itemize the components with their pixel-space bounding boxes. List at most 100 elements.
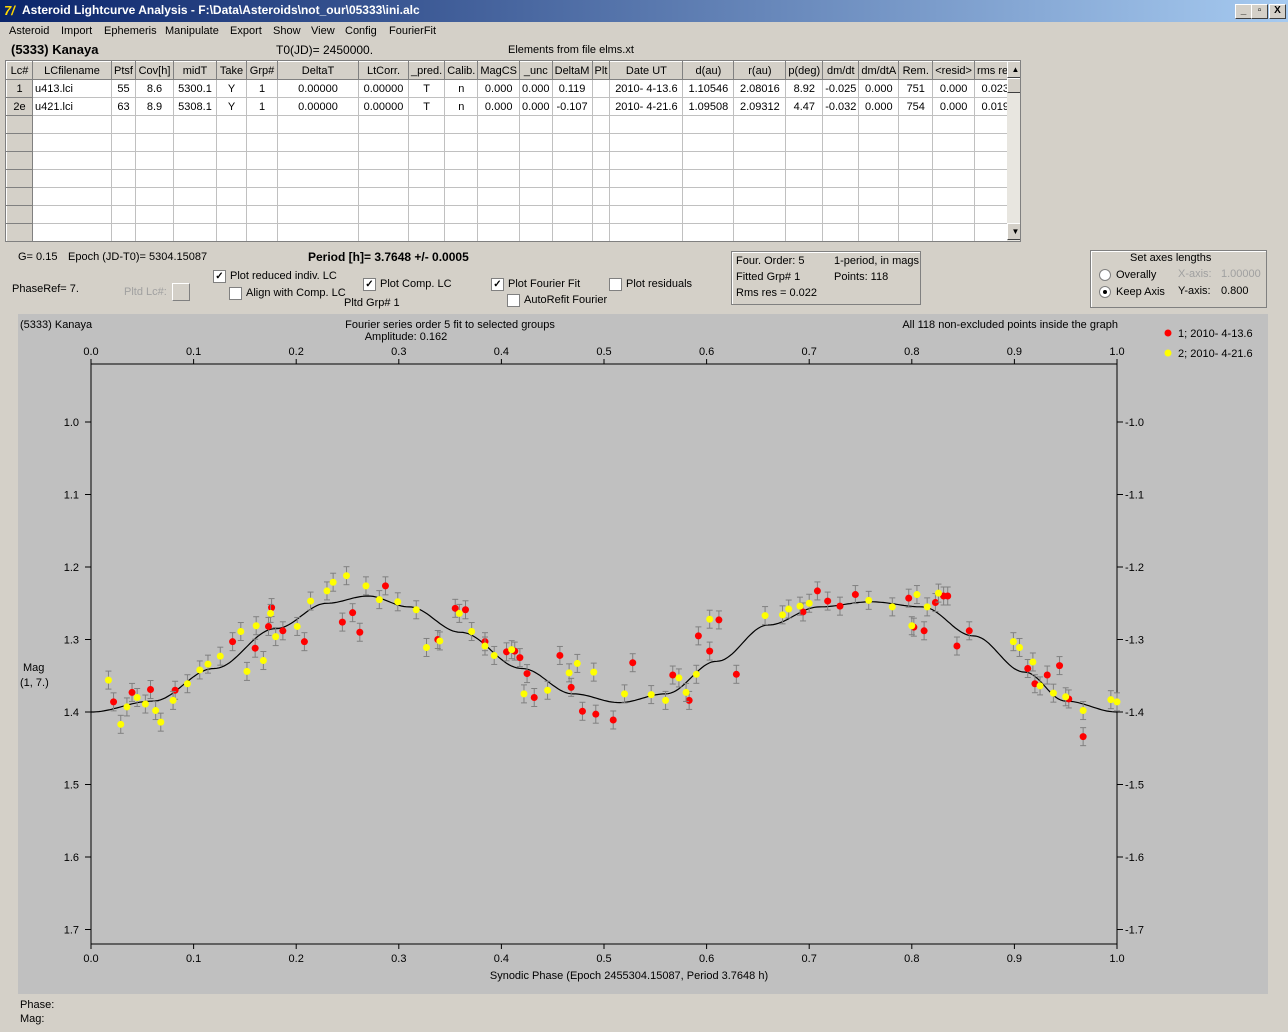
table-cell[interactable] <box>551 151 593 170</box>
table-cell[interactable] <box>519 223 553 241</box>
empty-row[interactable] <box>6 223 1017 241</box>
table-cell[interactable] <box>111 133 136 152</box>
table-cell[interactable] <box>682 115 735 134</box>
table-cell[interactable]: 0.00000 <box>277 97 359 116</box>
table-cell[interactable]: 0.000 <box>477 79 521 98</box>
table-cell[interactable] <box>111 223 136 241</box>
column-header[interactable]: _unc <box>519 61 553 80</box>
table-cell[interactable] <box>898 205 934 224</box>
table-cell[interactable] <box>111 187 136 206</box>
table-cell[interactable] <box>519 205 553 224</box>
table-cell[interactable] <box>822 151 860 170</box>
table-cell[interactable]: 2010- 4-13.6 <box>609 79 684 98</box>
table-cell[interactable] <box>733 115 787 134</box>
table-cell[interactable] <box>246 223 278 241</box>
table-cell[interactable] <box>591 205 611 224</box>
empty-row[interactable] <box>6 205 1017 224</box>
align-comp-checkbox[interactable] <box>229 287 242 300</box>
table-cell[interactable] <box>591 187 611 206</box>
table-cell[interactable] <box>135 133 174 152</box>
table-cell[interactable] <box>111 205 136 224</box>
table-cell[interactable] <box>519 169 553 188</box>
table-cell[interactable] <box>173 133 217 152</box>
table-cell[interactable] <box>277 151 359 170</box>
table-cell[interactable] <box>407 169 446 188</box>
scroll-down-button[interactable]: ▼ <box>1007 223 1020 240</box>
table-cell[interactable] <box>32 205 112 224</box>
lightcurve-grid[interactable]: Lc# LCfilename Ptsf Cov[h] midT Take Grp# Delta… <box>5 60 1021 242</box>
table-cell[interactable]: 1 <box>6 79 33 98</box>
table-cell[interactable]: 0.000 <box>477 97 521 116</box>
menu-show[interactable]: Show <box>273 25 301 37</box>
menu-asteroid[interactable]: Asteroid <box>9 25 50 37</box>
menu-fourierfit[interactable]: FourierFit <box>389 25 437 37</box>
table-cell[interactable]: 63 <box>111 97 136 116</box>
table-cell[interactable] <box>216 187 247 206</box>
column-header[interactable]: DeltaT <box>277 61 359 80</box>
table-cell[interactable] <box>246 205 278 224</box>
menu-view[interactable]: View <box>311 25 335 37</box>
table-cell[interactable] <box>477 187 521 206</box>
grid-scrollbar[interactable]: ▲ ▼ <box>1007 61 1020 241</box>
table-cell[interactable] <box>111 151 136 170</box>
table-cell[interactable] <box>682 133 735 152</box>
table-cell[interactable] <box>358 133 409 152</box>
table-cell[interactable] <box>898 169 934 188</box>
column-header[interactable]: Date UT <box>609 61 684 80</box>
table-cell[interactable] <box>591 97 611 116</box>
table-cell[interactable] <box>609 151 684 170</box>
table-cell[interactable] <box>173 115 217 134</box>
table-cell[interactable] <box>407 115 446 134</box>
table-cell[interactable]: 0.000 <box>932 79 975 98</box>
column-header[interactable]: LtCorr. <box>358 61 409 80</box>
table-cell[interactable] <box>591 133 611 152</box>
table-cell[interactable] <box>785 169 824 188</box>
column-header[interactable]: dm/dt <box>822 61 860 80</box>
table-cell[interactable] <box>173 223 217 241</box>
column-header[interactable]: d(au) <box>682 61 735 80</box>
table-cell[interactable] <box>858 169 900 188</box>
table-cell[interactable] <box>6 133 33 152</box>
table-cell[interactable] <box>6 115 33 134</box>
column-header[interactable]: Ptsf <box>111 61 136 80</box>
table-cell[interactable] <box>898 133 934 152</box>
table-cell[interactable]: 1.09508 <box>682 97 735 116</box>
table-cell[interactable] <box>551 205 593 224</box>
table-cell[interactable] <box>822 115 860 134</box>
table-cell[interactable]: 1 <box>246 79 278 98</box>
table-cell[interactable] <box>609 169 684 188</box>
table-cell[interactable]: 4.47 <box>785 97 824 116</box>
empty-row[interactable] <box>6 151 1017 170</box>
table-cell[interactable] <box>173 187 217 206</box>
table-cell[interactable] <box>733 205 787 224</box>
table-cell[interactable]: -0.032 <box>822 97 860 116</box>
table-cell[interactable]: 0.000 <box>932 97 975 116</box>
table-cell[interactable] <box>358 223 409 241</box>
table-cell[interactable] <box>358 151 409 170</box>
table-cell[interactable]: 0.00000 <box>358 97 409 116</box>
scroll-up-button[interactable]: ▲ <box>1007 61 1020 78</box>
lightcurve-plot[interactable]: (5333) Kanaya Fourier series order 5 fit… <box>18 314 1268 994</box>
table-cell[interactable] <box>246 187 278 206</box>
table-cell[interactable] <box>591 223 611 241</box>
table-cell[interactable] <box>733 187 787 206</box>
menu-config[interactable]: Config <box>345 25 377 37</box>
table-cell[interactable] <box>32 115 112 134</box>
table-cell[interactable]: 0.00000 <box>277 79 359 98</box>
table-cell[interactable] <box>477 151 521 170</box>
table-cell[interactable] <box>407 133 446 152</box>
table-cell[interactable] <box>407 187 446 206</box>
table-cell[interactable] <box>591 115 611 134</box>
table-cell[interactable] <box>477 169 521 188</box>
table-cell[interactable] <box>216 169 247 188</box>
table-cell[interactable] <box>858 223 900 241</box>
table-cell[interactable]: 55 <box>111 79 136 98</box>
table-cell[interactable] <box>898 187 934 206</box>
table-cell[interactable] <box>444 169 479 188</box>
table-cell[interactable] <box>246 133 278 152</box>
table-cell[interactable] <box>822 133 860 152</box>
table-cell[interactable] <box>551 223 593 241</box>
table-cell[interactable]: T <box>407 97 446 116</box>
column-header[interactable]: _pred. <box>407 61 446 80</box>
